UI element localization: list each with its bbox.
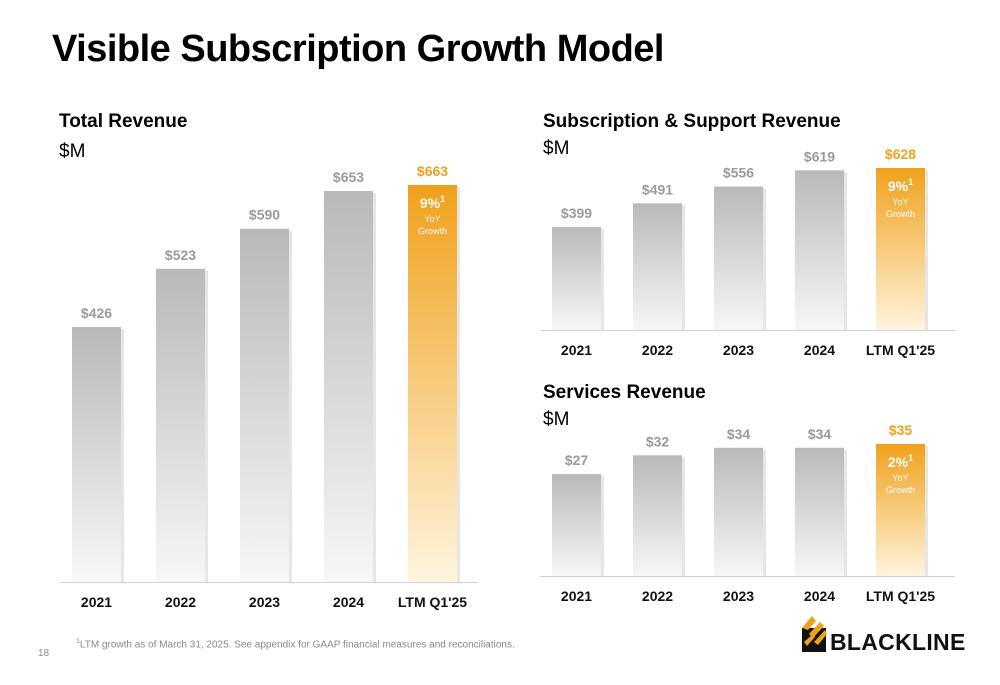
x-tick-label: 2024 xyxy=(804,342,835,358)
bar-value-label: $628 xyxy=(885,146,916,162)
bar-value-label: $653 xyxy=(333,169,364,185)
bar xyxy=(876,168,925,330)
services-revenue-unit: $M xyxy=(543,409,570,430)
bar xyxy=(633,455,682,576)
bar-value-label: $34 xyxy=(808,426,832,442)
bar xyxy=(795,447,844,576)
subscription-support-revenue-title: Subscription & Support Revenue xyxy=(543,111,841,132)
blackline-logo: BLACKLINE xyxy=(800,612,965,656)
growth-callout-line2: Growth xyxy=(886,485,915,495)
blackline-logo-text: BLACKLINE xyxy=(830,629,966,655)
page-number: 18 xyxy=(38,648,50,659)
blackline-logo-icon xyxy=(802,616,827,652)
bar-value-label: $590 xyxy=(249,207,280,223)
total-revenue-title: Total Revenue xyxy=(59,111,188,132)
x-tick-label: 2021 xyxy=(81,594,112,610)
growth-callout-line2: Growth xyxy=(418,226,447,236)
x-tick-label: 2021 xyxy=(561,342,592,358)
growth-callout-line1: YoY xyxy=(892,197,908,207)
services-revenue-title: Services Revenue xyxy=(543,382,706,403)
bar xyxy=(552,474,601,576)
bar xyxy=(714,186,763,330)
total-revenue-unit: $M xyxy=(59,141,86,162)
x-tick-label: 2023 xyxy=(249,594,280,610)
x-tick-label: 2023 xyxy=(723,588,754,604)
footnote-text: LTM growth as of March 31, 2025. See app… xyxy=(79,639,515,651)
growth-callout-value: 9%1 xyxy=(888,177,913,194)
x-tick-label: LTM Q1'25 xyxy=(866,588,935,604)
bar xyxy=(240,228,289,582)
bar xyxy=(795,170,844,330)
x-tick-label: 2022 xyxy=(642,588,673,604)
x-tick-label: 2022 xyxy=(165,594,196,610)
x-tick-label: 2024 xyxy=(804,588,835,604)
page-title: Visible Subscription Growth Model xyxy=(52,28,664,70)
bar-value-label: $399 xyxy=(561,205,592,221)
bar xyxy=(876,444,925,576)
x-tick-label: 2023 xyxy=(723,342,754,358)
footnote-marker: 1 xyxy=(76,638,80,645)
subscription-support-revenue-unit: $M xyxy=(543,138,570,159)
growth-callout-value: 2%1 xyxy=(888,453,913,470)
x-tick-label: LTM Q1'25 xyxy=(398,594,467,610)
growth-callout-line1: YoY xyxy=(424,214,440,224)
x-tick-label: 2024 xyxy=(333,594,364,610)
bar-value-label: $556 xyxy=(723,165,754,181)
bar xyxy=(408,185,457,582)
bar-value-label: $523 xyxy=(165,247,196,263)
growth-callout-value: 9%1 xyxy=(420,194,445,211)
footnote: 1LTM growth as of March 31, 2025. See ap… xyxy=(76,638,515,650)
bar-value-label: $663 xyxy=(417,163,448,179)
x-tick-label: LTM Q1'25 xyxy=(866,342,935,358)
bar-value-label: $491 xyxy=(642,181,673,197)
bar-value-label: $35 xyxy=(889,422,913,438)
bar xyxy=(72,326,121,582)
bar-value-label: $426 xyxy=(81,305,112,321)
bar xyxy=(552,227,601,330)
bar-value-label: $619 xyxy=(804,148,835,164)
bar xyxy=(324,190,373,583)
bar-value-label: $34 xyxy=(727,426,751,442)
bar-value-label: $32 xyxy=(646,433,670,449)
growth-callout-line2: Growth xyxy=(886,209,915,219)
x-tick-label: 2022 xyxy=(642,342,673,358)
bar xyxy=(714,447,763,576)
bar xyxy=(156,268,205,582)
growth-callout-line1: YoY xyxy=(892,473,908,483)
x-tick-label: 2021 xyxy=(561,588,592,604)
bar xyxy=(633,203,682,330)
bar-value-label: $27 xyxy=(565,452,589,468)
